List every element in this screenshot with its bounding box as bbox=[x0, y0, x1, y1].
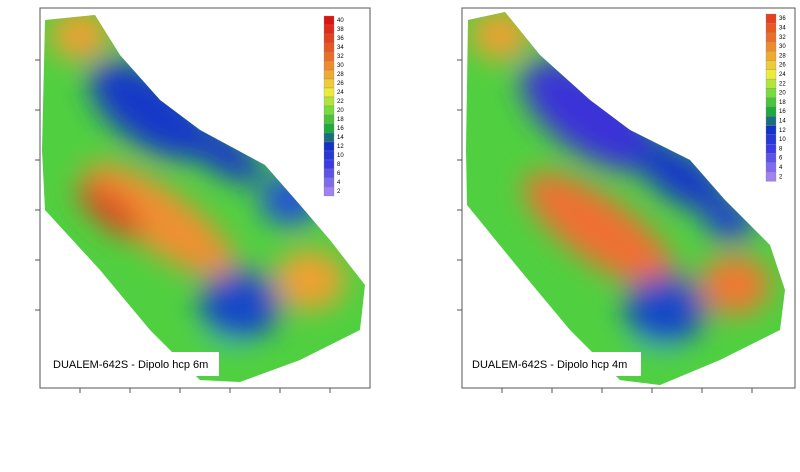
colorbar-label: 12 bbox=[779, 128, 786, 134]
colorbar-label: 2 bbox=[779, 174, 783, 180]
colorbar-label: 10 bbox=[337, 153, 344, 159]
colorbar-cell bbox=[323, 114, 335, 125]
colorbar-label: 12 bbox=[337, 144, 344, 150]
map-caption: DUALEM-642S - Dipolo hcp 4m bbox=[472, 359, 627, 371]
colorbar-cell bbox=[765, 69, 777, 80]
colorbar-label: 8 bbox=[337, 162, 341, 168]
colorbar-cell bbox=[323, 87, 335, 98]
colorbar-cell bbox=[323, 15, 335, 26]
colorbar-label: 2 bbox=[337, 189, 341, 195]
colorbar-label: 6 bbox=[779, 156, 783, 162]
caption-box bbox=[44, 352, 219, 376]
colorbar-cell bbox=[765, 116, 777, 126]
colorbar-cell bbox=[765, 97, 777, 108]
colorbar-cell bbox=[323, 141, 335, 152]
colorbar-cell bbox=[323, 33, 335, 44]
colorbar-cell bbox=[323, 123, 335, 134]
colorbar-cell bbox=[765, 78, 777, 89]
colorbar-cell bbox=[765, 32, 777, 43]
colorbar-cell bbox=[765, 171, 777, 182]
colorbar-label: 26 bbox=[337, 81, 344, 87]
colorbar-label: 36 bbox=[337, 36, 344, 42]
colorbar-cell bbox=[323, 132, 335, 143]
colorbar-cell bbox=[765, 88, 777, 98]
colorbar-label: 10 bbox=[779, 137, 786, 143]
colorbar-label: 24 bbox=[779, 72, 786, 78]
colorbar-label: 18 bbox=[779, 100, 786, 106]
colorbar-cell bbox=[323, 42, 335, 53]
colorbar-label: 14 bbox=[779, 119, 786, 125]
colorbar-cell bbox=[765, 41, 777, 52]
colorbar-label: 28 bbox=[337, 72, 344, 78]
colorbar-cell bbox=[323, 186, 335, 197]
frame-ticks bbox=[35, 59, 753, 393]
field-map bbox=[42, 15, 365, 382]
colorbar-cell bbox=[323, 60, 335, 71]
colorbar-label: 34 bbox=[337, 45, 344, 51]
colorbar-cell bbox=[765, 13, 777, 24]
colorbar-label: 22 bbox=[779, 81, 786, 87]
map-frame bbox=[39, 7, 371, 389]
colorbar-label: 40 bbox=[337, 18, 344, 24]
colorbar-label: 16 bbox=[779, 109, 786, 115]
colorbar-cell bbox=[323, 159, 335, 170]
colorbar-label: 20 bbox=[779, 91, 786, 97]
colorbar-label: 8 bbox=[779, 146, 783, 152]
colorbar-cell bbox=[765, 162, 777, 173]
colorbar-cell bbox=[323, 78, 335, 89]
colorbar-cell bbox=[323, 168, 335, 179]
colorbar-cell bbox=[765, 153, 777, 163]
colorbar-label: 16 bbox=[337, 126, 344, 132]
colorbar-cell bbox=[765, 125, 777, 136]
colorbar-label: 32 bbox=[779, 35, 786, 41]
colorbar-cell bbox=[765, 60, 777, 70]
colorbar-label: 20 bbox=[337, 108, 344, 114]
colorbar-label: 28 bbox=[779, 53, 786, 59]
colorbar-cell bbox=[765, 106, 777, 117]
colorbar-label: 34 bbox=[779, 26, 786, 32]
map-frame bbox=[461, 7, 796, 389]
colorbar-label: 18 bbox=[337, 117, 344, 123]
colorbar-label: 36 bbox=[779, 16, 786, 22]
colorbar-cell bbox=[323, 69, 335, 80]
colorbar-cell bbox=[765, 23, 777, 33]
colorbar-label: 6 bbox=[337, 171, 341, 177]
colorbar-label: 32 bbox=[337, 54, 344, 60]
colorbar-label: 14 bbox=[337, 135, 344, 141]
colorbar-cell bbox=[323, 150, 335, 161]
colorbar-label: 4 bbox=[779, 165, 783, 171]
caption-box bbox=[466, 352, 641, 376]
colorbar-label: 24 bbox=[337, 90, 344, 96]
field-map bbox=[466, 12, 785, 385]
colorbar-label: 38 bbox=[337, 27, 344, 33]
map-caption: DUALEM-642S - Dipolo hcp 6m bbox=[53, 359, 208, 371]
colorbar-cell bbox=[323, 24, 335, 35]
colorbar-label: 30 bbox=[779, 44, 786, 50]
colorbar-label: 26 bbox=[779, 63, 786, 69]
colorbar-cell bbox=[765, 134, 777, 145]
colorbar-cell bbox=[765, 51, 777, 61]
colorbar-cell bbox=[323, 96, 335, 107]
colorbar-cell bbox=[323, 51, 335, 62]
colorbar-cell bbox=[765, 144, 777, 154]
colorbar-label: 30 bbox=[337, 63, 344, 69]
colorbar-label: 4 bbox=[337, 180, 341, 186]
colorbar-cell bbox=[323, 105, 335, 116]
colorbar-label: 22 bbox=[337, 99, 344, 105]
colorbar-cell bbox=[323, 177, 335, 188]
